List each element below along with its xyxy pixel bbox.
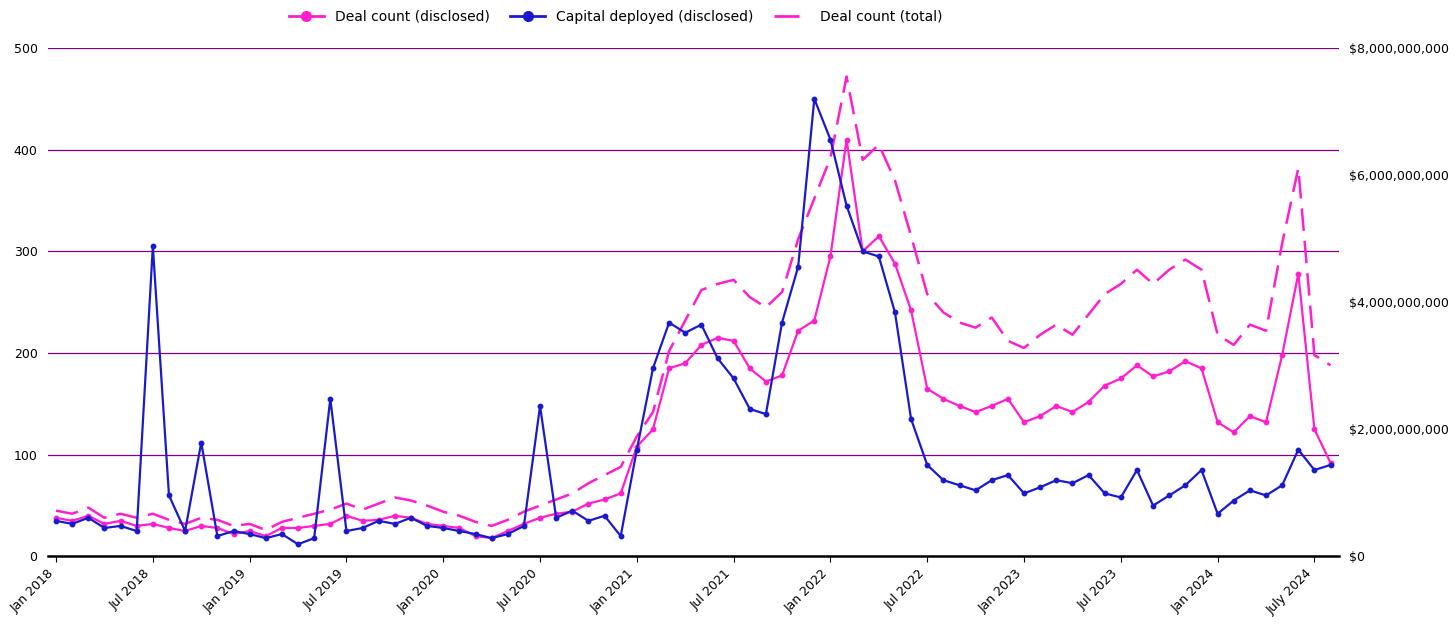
Legend: Deal count (disclosed), Capital deployed (disclosed), Deal count (total): Deal count (disclosed), Capital deployed… <box>284 4 948 29</box>
